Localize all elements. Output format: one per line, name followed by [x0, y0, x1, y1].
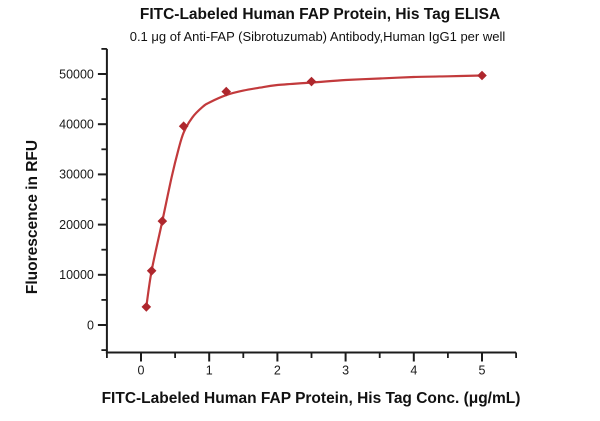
- y-axis-tick-label: 10000: [59, 268, 94, 282]
- y-axis-tick-label: 50000: [59, 67, 94, 81]
- fit-curve: [145, 74, 484, 308]
- y-axis-tick-label: 30000: [59, 168, 94, 182]
- data-point-marker: [178, 121, 189, 132]
- x-axis-tick-label: 3: [342, 364, 349, 378]
- y-axis-tick-label: 0: [87, 318, 94, 332]
- x-axis-label: FITC-Labeled Human FAP Protein, His Tag …: [101, 390, 521, 407]
- data-point-marker: [477, 70, 487, 81]
- y-axis-tick-label: 20000: [59, 218, 94, 232]
- x-axis-tick-label: 0: [138, 364, 145, 378]
- data-point-marker: [221, 86, 232, 97]
- chart-subtitle: 0.1 μg of Anti-FAP (Sibrotuzumab) Antibo…: [129, 29, 506, 44]
- x-axis-tick-label: 1: [206, 364, 213, 378]
- data-point-marker: [146, 265, 157, 276]
- data-point-marker: [141, 302, 152, 312]
- x-axis-tick-label: 2: [274, 364, 281, 378]
- x-axis-tick-label: 4: [410, 364, 417, 378]
- x-axis-tick-label: 5: [479, 364, 486, 378]
- data-point-marker: [157, 216, 168, 226]
- chart-title: FITC-Labeled Human FAP Protein, His Tag …: [139, 6, 501, 23]
- data-point-marker: [306, 76, 317, 87]
- y-axis-tick-label: 40000: [59, 118, 94, 132]
